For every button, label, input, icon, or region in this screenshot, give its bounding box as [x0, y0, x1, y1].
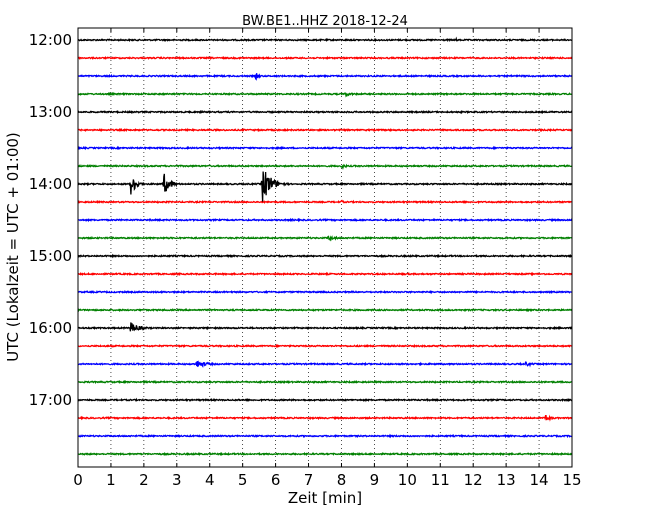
plot-frame	[77, 27, 573, 468]
chart-title: BW.BE1..HHZ 2018-12-24	[242, 14, 408, 29]
trace-1700	[77, 397, 573, 403]
x-tick-label: 10	[398, 471, 417, 489]
x-tick-label: 5	[238, 471, 248, 489]
trace-1315	[77, 127, 573, 133]
x-tick-label: 12	[464, 471, 483, 489]
trace-1300	[77, 109, 573, 115]
x-tick-label: 3	[172, 471, 182, 489]
x-tick-label: 14	[530, 471, 549, 489]
x-axis: 0 1 2 3 4 5 6 7 8 9 10 11 12 13 14 15	[73, 28, 582, 489]
trace-1245	[77, 91, 573, 98]
x-tick-label: 4	[205, 471, 215, 489]
trace-1545	[77, 307, 573, 313]
x-tick-label: 9	[370, 471, 380, 489]
x-tick-label: 11	[431, 471, 450, 489]
trace-1645	[77, 379, 573, 385]
x-tick-label: 0	[73, 471, 83, 489]
x-tick-label: 2	[139, 471, 149, 489]
x-tick-label: 1	[106, 471, 116, 489]
trace-1215	[77, 55, 573, 61]
trace-1230	[77, 73, 573, 81]
y-tick-label: 12:00	[29, 31, 72, 49]
x-tick-label: 7	[304, 471, 314, 489]
y-axis: 12:00 13:00 14:00 15:00 16:00 17:00	[29, 31, 572, 409]
trace-1400	[77, 171, 573, 202]
trace-1500	[77, 253, 573, 259]
trace-1200	[77, 36, 573, 43]
trace-1430	[77, 217, 573, 223]
trace-1630	[77, 360, 573, 368]
trace-1600	[77, 322, 573, 332]
y-tick-label: 16:00	[29, 319, 72, 337]
traces	[77, 36, 573, 457]
y-tick-label: 15:00	[29, 247, 72, 265]
trace-1515	[77, 271, 573, 277]
x-tick-label: 13	[497, 471, 516, 489]
x-axis-label: Zeit [min]	[288, 489, 362, 507]
y-axis-label: UTC (Lokalzeit = UTC + 01:00)	[4, 132, 22, 362]
trace-1730	[77, 433, 573, 439]
trace-1530	[77, 289, 573, 295]
trace-1330	[77, 145, 573, 151]
x-tick-label: 8	[337, 471, 347, 489]
x-tick-label: 6	[271, 471, 281, 489]
trace-1615	[77, 343, 573, 349]
y-tick-label: 17:00	[29, 391, 72, 409]
trace-1345	[77, 163, 573, 171]
trace-1745	[77, 451, 573, 457]
y-tick-label: 13:00	[29, 103, 72, 121]
trace-1715	[77, 414, 573, 422]
x-tick-label: 15	[562, 471, 581, 489]
trace-1445	[77, 235, 573, 242]
y-tick-label: 14:00	[29, 175, 72, 193]
trace-1415	[77, 199, 573, 205]
